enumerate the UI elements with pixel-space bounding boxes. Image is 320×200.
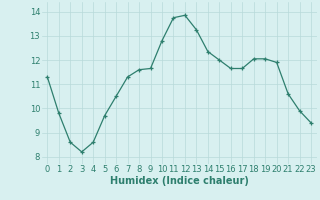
X-axis label: Humidex (Indice chaleur): Humidex (Indice chaleur) xyxy=(110,176,249,186)
